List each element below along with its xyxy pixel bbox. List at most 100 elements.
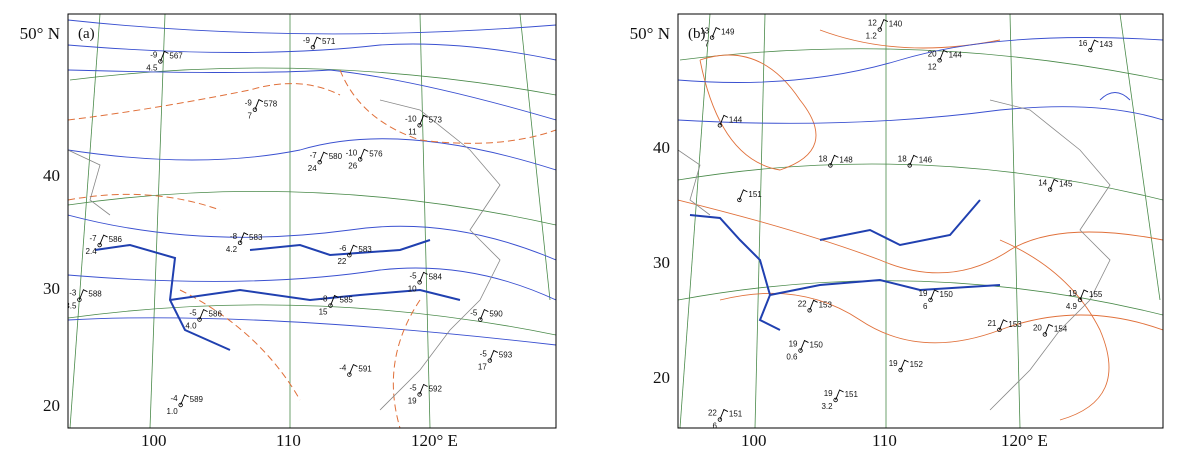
station-height: 591 bbox=[358, 365, 372, 374]
station-height: 586 bbox=[109, 235, 123, 244]
station-marker bbox=[798, 348, 803, 353]
station-dewpoint: 15 bbox=[319, 308, 328, 317]
station-marker bbox=[237, 240, 243, 245]
frame-b bbox=[677, 13, 1164, 429]
station-dewpoint: 26 bbox=[348, 161, 357, 170]
lon-label: 110 bbox=[872, 431, 897, 450]
station-height: 578 bbox=[264, 100, 278, 109]
station-dewpoint: 22 bbox=[337, 257, 346, 266]
station-temp: 20 bbox=[928, 49, 937, 58]
station-dewpoint: 11 bbox=[408, 127, 417, 136]
wind-barb bbox=[419, 271, 428, 283]
station-marker bbox=[833, 397, 838, 403]
station-marker bbox=[417, 123, 422, 128]
station-marker bbox=[158, 59, 163, 64]
station-temp: -7 bbox=[90, 234, 98, 243]
station-dewpoint: 4.5 bbox=[146, 63, 158, 72]
station-height: 148 bbox=[839, 155, 853, 164]
wind-barb bbox=[829, 154, 839, 166]
station-dewpoint: 1.0 bbox=[167, 407, 179, 416]
lat-label: 50° N bbox=[20, 24, 60, 43]
wind-barb bbox=[330, 294, 339, 306]
station-dewpoint: 7 bbox=[705, 40, 710, 49]
wind-barb bbox=[1079, 289, 1089, 301]
station-marker bbox=[310, 45, 316, 50]
station-marker bbox=[907, 163, 912, 168]
station-height: 146 bbox=[919, 155, 933, 164]
station-height: 140 bbox=[889, 20, 903, 29]
wind-barb bbox=[939, 49, 948, 61]
wind-barb bbox=[900, 359, 909, 371]
wind-barb bbox=[800, 339, 809, 351]
station-dewpoint: 0.6 bbox=[786, 353, 798, 362]
station-marker bbox=[252, 107, 258, 112]
station-marker bbox=[1047, 187, 1053, 192]
station-height: 151 bbox=[729, 410, 743, 419]
wind-barb bbox=[99, 234, 108, 246]
station-temp: -4 bbox=[171, 394, 179, 403]
station-height: 151 bbox=[748, 190, 762, 199]
station-marker bbox=[487, 358, 492, 363]
station-marker bbox=[417, 392, 422, 397]
wind-barb bbox=[719, 408, 729, 420]
station-temp: -10 bbox=[346, 148, 358, 157]
station-height: 580 bbox=[329, 152, 343, 161]
station-temp: -9 bbox=[245, 99, 253, 108]
station-temp: 19 bbox=[889, 359, 898, 368]
station-height: 588 bbox=[88, 290, 102, 299]
station-height: 586 bbox=[209, 310, 223, 319]
wind-barb bbox=[930, 289, 939, 301]
wind-barb bbox=[359, 148, 369, 160]
lat-label: 40 bbox=[653, 138, 670, 157]
station-height: 585 bbox=[340, 296, 354, 305]
station-marker bbox=[997, 327, 1002, 333]
station-marker bbox=[1077, 297, 1083, 303]
station-temp: -5 bbox=[409, 383, 417, 392]
station-marker bbox=[478, 317, 483, 322]
station-temp: -9 bbox=[303, 36, 311, 45]
station-height: 573 bbox=[429, 115, 443, 124]
lat-label: 30 bbox=[43, 279, 60, 298]
station-temp: 22 bbox=[798, 299, 807, 308]
station-temp: -10 bbox=[405, 114, 417, 123]
station-height: 145 bbox=[1059, 180, 1073, 189]
wind-barb bbox=[254, 99, 264, 110]
station-temp: 19 bbox=[824, 389, 833, 398]
lat-label: 30 bbox=[653, 253, 670, 272]
station-height: 571 bbox=[322, 37, 336, 46]
station-temp: 13 bbox=[700, 27, 709, 36]
station-dewpoint: 1.2 bbox=[866, 32, 878, 41]
station-marker bbox=[178, 402, 183, 408]
wind-barb bbox=[909, 154, 918, 166]
station-temp: 19 bbox=[919, 289, 928, 298]
station-temp: 20 bbox=[1033, 323, 1042, 332]
lon-label: 100 bbox=[741, 431, 767, 450]
lon-label: 100 bbox=[141, 431, 167, 450]
station-temp: -4 bbox=[339, 364, 347, 373]
station-height: 592 bbox=[429, 384, 443, 393]
wind-barb bbox=[159, 50, 169, 62]
station-temp: 19 bbox=[1068, 289, 1077, 298]
station-temp: -8 bbox=[320, 295, 328, 304]
station-temp: -3 bbox=[69, 289, 77, 298]
station-marker bbox=[197, 317, 202, 322]
station-dewpoint: 24 bbox=[308, 164, 317, 173]
station-marker bbox=[717, 123, 723, 128]
station-marker bbox=[317, 160, 322, 165]
wind-barb bbox=[319, 151, 328, 163]
station-marker bbox=[97, 242, 102, 248]
wind-barb bbox=[489, 349, 499, 361]
wind-barb bbox=[348, 244, 358, 256]
station-marker bbox=[877, 27, 882, 32]
map-a-lines bbox=[68, 14, 556, 428]
wind-barb bbox=[239, 232, 249, 243]
station-dewpoint: 4.0 bbox=[185, 322, 197, 331]
lat-label: 40 bbox=[43, 166, 60, 185]
station-marker bbox=[937, 58, 942, 63]
station-dewpoint: 10 bbox=[408, 284, 417, 293]
station-dewpoint: 17 bbox=[478, 363, 487, 372]
wind-barb bbox=[199, 308, 208, 320]
wind-barb bbox=[348, 363, 358, 375]
lon-label: 120° E bbox=[1001, 431, 1048, 450]
